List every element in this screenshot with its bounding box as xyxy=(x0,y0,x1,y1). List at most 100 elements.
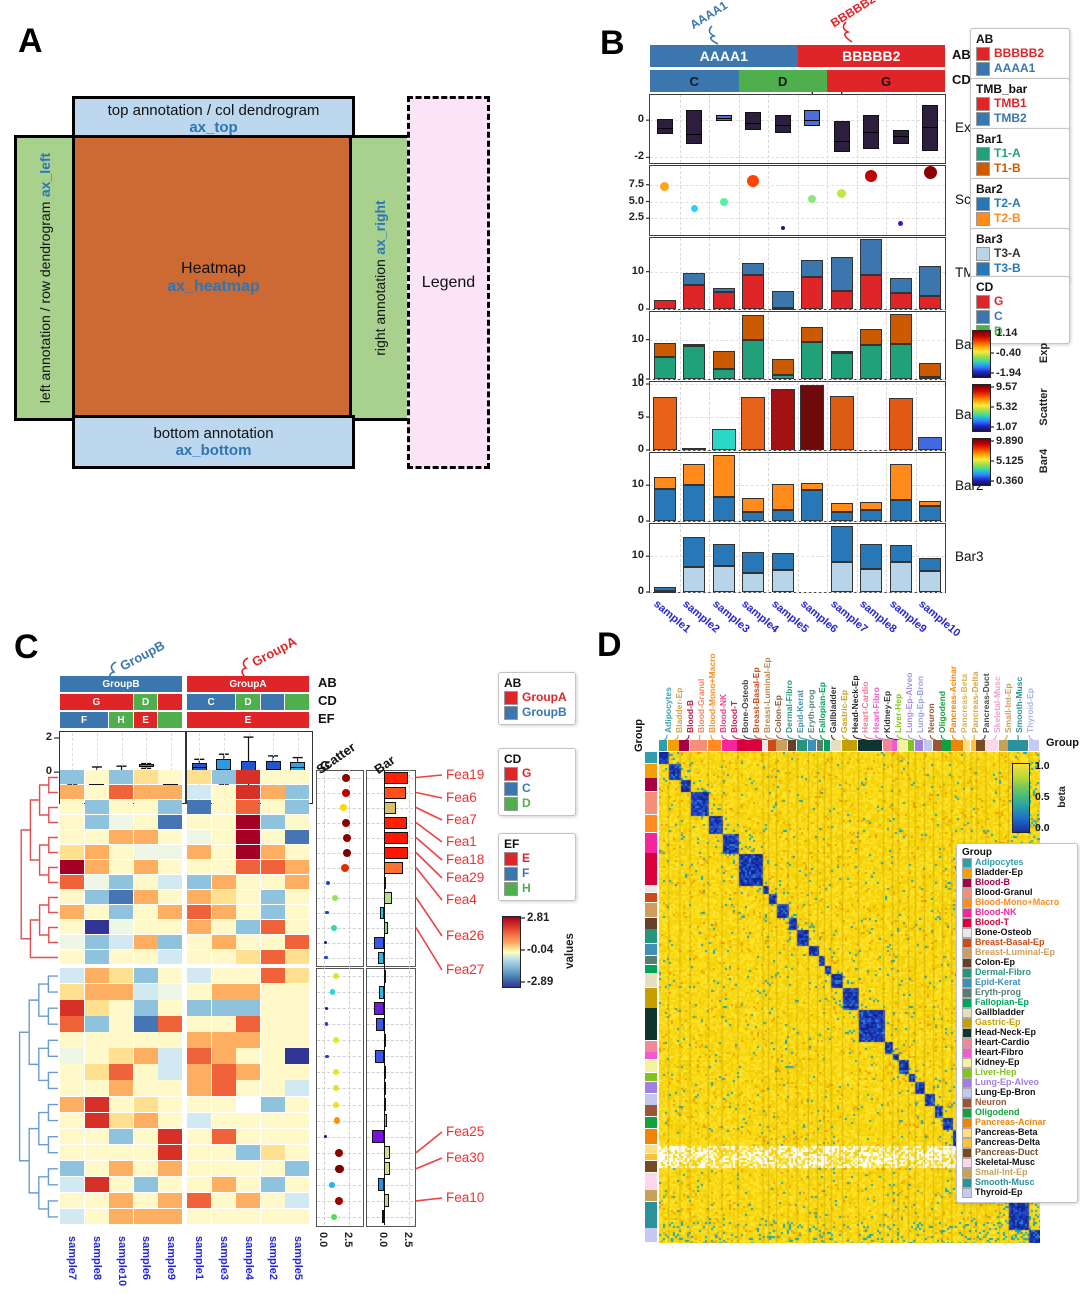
c-row-bar xyxy=(377,951,384,964)
legend-title: Bar1 xyxy=(976,132,1003,146)
ab-annotation-segment: BBBBB2 xyxy=(797,45,945,67)
d-col-annotation-segment xyxy=(817,740,824,751)
legend-entry: D xyxy=(504,796,568,811)
legend-swatch xyxy=(504,866,518,881)
ax-bottom-line1: bottom annotation xyxy=(153,425,274,442)
stacked-bar-segment xyxy=(653,476,676,489)
d-col-label-Neuron: Neuron xyxy=(926,703,937,733)
heatmap-cell xyxy=(84,984,109,1000)
d-row-annotation-segment xyxy=(645,892,657,903)
box-median xyxy=(745,122,762,124)
stacked-bar-segment xyxy=(830,511,853,521)
c-axis-tick: 0.0 xyxy=(317,1232,329,1248)
legend-entry-label: Eryth-prog xyxy=(975,987,1021,998)
heatmap-cell xyxy=(211,905,236,920)
gridline xyxy=(317,837,361,839)
c-row-scatter-point xyxy=(325,880,330,885)
heatmap-cell xyxy=(60,815,84,830)
b-sample-label: sample10 xyxy=(916,598,963,640)
heatmap-cell xyxy=(187,950,211,965)
gridline xyxy=(650,157,945,159)
stacked-bar-segment xyxy=(830,503,853,512)
heatmap-cell xyxy=(260,1144,285,1161)
gridline xyxy=(367,942,413,944)
d-col-label-Heart-Fibro: Heart-Fibro xyxy=(871,687,882,733)
heatmap-cell xyxy=(211,1032,236,1048)
bar4-bar xyxy=(741,397,766,450)
scatter-point xyxy=(808,194,817,203)
d-col-annotation-segment xyxy=(942,740,951,751)
legend-entry-label: G xyxy=(994,294,1004,308)
heatmap-cell xyxy=(236,1208,261,1225)
legend-entry: Kidney-Ep xyxy=(962,1057,1070,1068)
heatmap-cell xyxy=(211,1112,236,1129)
heatmap-cell xyxy=(260,1048,285,1064)
stacked-bar-segment xyxy=(860,502,883,510)
heatmap-cell xyxy=(158,920,183,935)
d-row-annotation-segment xyxy=(645,853,657,885)
legend-swatch xyxy=(962,998,972,1008)
gridline xyxy=(170,733,172,801)
heatmap-cell xyxy=(211,830,236,845)
heatmap-cell xyxy=(158,1048,183,1064)
gridline xyxy=(367,1152,413,1154)
stacked-bar-segment xyxy=(712,287,735,293)
heatmap-cell xyxy=(133,1000,158,1016)
legend-swatch xyxy=(962,908,972,918)
c-ef-segment: F xyxy=(60,712,109,728)
gridline xyxy=(367,1136,413,1138)
heatmap-cell xyxy=(60,1144,84,1161)
heatmap-cell xyxy=(133,1192,158,1209)
gridline xyxy=(768,312,769,379)
legend-entry-label: T3-B xyxy=(994,261,1021,275)
heatmap-cell xyxy=(236,860,261,875)
gridline xyxy=(856,95,858,163)
heatmap-cell xyxy=(260,1192,285,1209)
d-row-annotation-segment xyxy=(645,791,657,815)
heatmap-cell xyxy=(158,860,183,875)
heatmap-cell xyxy=(260,935,285,950)
stacked-bar-segment xyxy=(919,377,942,380)
c-row-bar xyxy=(384,801,397,814)
heatmap-cell xyxy=(187,815,211,830)
heatmap-cell xyxy=(84,905,109,920)
d-row-annotation-segment xyxy=(645,1093,657,1105)
values-colorbar-label: values xyxy=(564,933,576,969)
heatmap-cell xyxy=(285,845,310,860)
stacked-bar-segment xyxy=(742,498,765,512)
d-row-annotation-segment xyxy=(645,1008,657,1041)
legend-entry: Pancreas-Acinar xyxy=(962,1117,1070,1128)
legend-entry-label: AAAA1 xyxy=(994,61,1036,75)
gridline xyxy=(317,792,361,794)
c-cd-segment: G xyxy=(60,694,133,710)
d-col-annotation-segment xyxy=(1028,740,1040,751)
heatmap-cell xyxy=(133,890,158,905)
stacked-bar-segment xyxy=(712,454,735,498)
heatmap-cell xyxy=(285,1048,310,1064)
legend-swatch xyxy=(962,898,972,908)
legend-entry-label: T2-B xyxy=(994,211,1021,225)
heatmap-cell xyxy=(158,890,183,905)
legend-swatch xyxy=(962,968,972,978)
gridline xyxy=(886,312,887,379)
legend-Bar2: Bar2 T2-A T2-B xyxy=(970,178,1070,231)
gridline xyxy=(886,524,887,592)
c-g-tick: 2 xyxy=(45,730,52,743)
heatmap-cell xyxy=(158,1016,183,1032)
legend-entry-label: Dermal-Fibro xyxy=(975,967,1032,978)
y-tick-label: 0 xyxy=(637,113,644,126)
ax-right-line2: ax_right xyxy=(372,200,388,255)
c-row-scatter-point xyxy=(330,924,337,931)
gridline xyxy=(856,312,858,379)
legend-TMB_bar: TMB_bar TMB1 TMB2 xyxy=(970,78,1070,131)
gridline xyxy=(650,339,945,341)
heatmap-cell xyxy=(236,1080,261,1096)
stacked-bar-segment xyxy=(860,543,883,570)
scatter-point xyxy=(923,166,937,180)
legend-entry-label: C xyxy=(994,309,1003,323)
d-group-legend: Group Adipocytes Bladder-Ep Blood-B Blood-Gr… xyxy=(956,843,1078,1203)
y-tick-label: 0 xyxy=(637,372,644,384)
legend-entry: H xyxy=(504,881,568,896)
gridline xyxy=(367,1072,413,1074)
box-median xyxy=(656,127,673,129)
